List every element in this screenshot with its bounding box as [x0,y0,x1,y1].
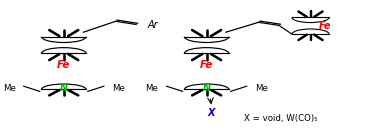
Text: Fe: Fe [319,21,332,31]
Text: Ar: Ar [147,20,158,30]
Text: Fe: Fe [57,60,70,70]
Text: Me: Me [3,84,15,93]
Text: N: N [203,83,211,93]
Text: Me: Me [145,84,158,93]
Text: Fe: Fe [200,60,213,70]
Text: X = void, W(CO)₅: X = void, W(CO)₅ [244,114,317,123]
Text: Me: Me [112,84,125,93]
Text: Me: Me [256,84,268,93]
Text: X: X [208,108,215,118]
Text: N: N [60,83,68,93]
